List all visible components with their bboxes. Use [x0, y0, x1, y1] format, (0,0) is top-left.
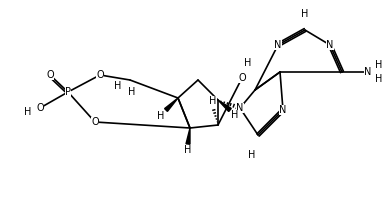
Text: O: O [91, 117, 99, 127]
Text: H: H [128, 87, 136, 97]
Text: H: H [375, 74, 383, 84]
Polygon shape [186, 128, 190, 144]
Text: N: N [364, 67, 372, 77]
Text: N: N [326, 40, 334, 50]
Text: O: O [96, 70, 104, 80]
Text: O: O [46, 70, 54, 80]
Text: H: H [184, 145, 192, 155]
Text: P: P [65, 87, 71, 97]
Polygon shape [218, 100, 231, 111]
Text: H: H [248, 150, 256, 160]
Polygon shape [164, 98, 178, 111]
Text: N: N [236, 103, 244, 113]
Text: H: H [157, 111, 165, 121]
Text: O: O [238, 73, 246, 83]
Text: N: N [274, 40, 282, 50]
Text: H: H [375, 60, 383, 70]
Text: H: H [209, 96, 217, 106]
Text: H: H [24, 107, 32, 117]
Text: N: N [279, 105, 287, 115]
Text: H: H [231, 110, 239, 120]
Text: H: H [301, 9, 309, 19]
Text: H: H [244, 58, 252, 68]
Text: H: H [114, 81, 122, 91]
Text: O: O [36, 103, 44, 113]
